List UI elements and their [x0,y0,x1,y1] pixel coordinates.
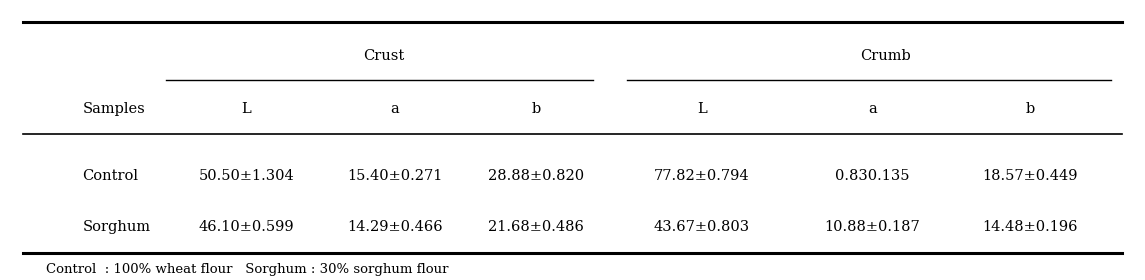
Text: a: a [390,102,400,116]
Text: Crust: Crust [363,49,404,63]
Text: 21.68±0.486: 21.68±0.486 [488,220,584,234]
Text: Crumb: Crumb [860,49,910,63]
Text: L: L [242,102,251,116]
Text: 18.57±0.449: 18.57±0.449 [982,169,1079,183]
Text: 14.29±0.466: 14.29±0.466 [347,220,443,234]
Text: L: L [697,102,706,116]
Text: 14.48±0.196: 14.48±0.196 [982,220,1079,234]
Text: 10.88±0.187: 10.88±0.187 [824,220,921,234]
Text: 43.67±0.803: 43.67±0.803 [654,220,750,234]
Text: 0.830.135: 0.830.135 [835,169,910,183]
Text: b: b [1026,102,1035,116]
Text: Control  : 100% wheat flour   Sorghum : 30% sorghum flour: Control : 100% wheat flour Sorghum : 30%… [46,263,449,276]
Text: 77.82±0.794: 77.82±0.794 [654,169,750,183]
Text: Control: Control [82,169,139,183]
Text: 50.50±1.304: 50.50±1.304 [198,169,294,183]
Text: 28.88±0.820: 28.88±0.820 [488,169,584,183]
Text: 46.10±0.599: 46.10±0.599 [198,220,294,234]
Text: 15.40±0.271: 15.40±0.271 [347,169,443,183]
Text: a: a [868,102,877,116]
Text: b: b [531,102,540,116]
Text: Samples: Samples [82,102,145,116]
Text: Sorghum: Sorghum [82,220,150,234]
